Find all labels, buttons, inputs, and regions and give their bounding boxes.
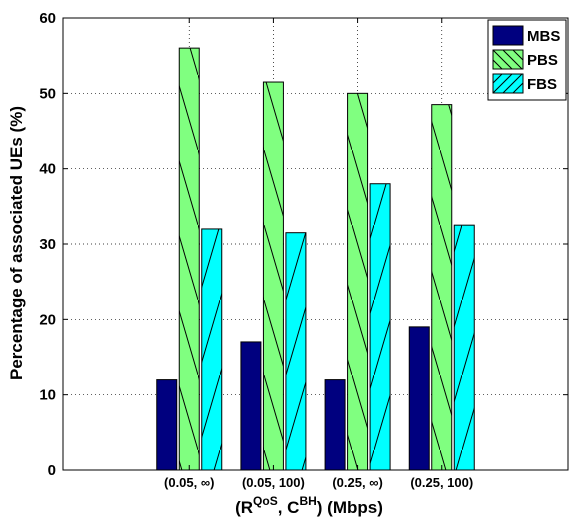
x-axis-title: (RQoS, CBH) (Mbps) — [235, 494, 383, 517]
labels: 0 10 20 30 40 50 60 (0.05, ∞) (0.05, 100) (0.25, … — [39, 10, 473, 490]
bar-hatch-fbs — [454, 225, 475, 470]
legend: MBS PBS FBS — [487, 19, 567, 101]
y-tick-label: 20 — [39, 311, 56, 328]
y-tick-label: 0 — [48, 462, 56, 479]
bar-mbs — [408, 326, 430, 471]
legend-hatch — [512, 50, 523, 61]
y-tick-label: 40 — [39, 161, 56, 178]
y-tick-label: 50 — [39, 85, 56, 102]
x-tick-label: (0.25, 100) — [410, 475, 473, 490]
legend-hatch — [493, 74, 503, 84]
y-tick-label: 30 — [39, 236, 56, 253]
bars — [156, 47, 475, 471]
legend-hatch — [502, 50, 523, 69]
legend-hatch — [493, 50, 513, 69]
y-tick-label: 10 — [39, 387, 56, 404]
y-tick-label: 60 — [39, 10, 56, 27]
bar-mbs — [240, 341, 262, 471]
bar-hatch-pbs — [347, 93, 368, 470]
y-axis-title: Percentage of associated UEs (%) — [7, 106, 26, 380]
bar-hatch-pbs — [263, 82, 284, 471]
legend-hatch — [493, 74, 513, 93]
bar-hatch-pbs — [179, 48, 200, 471]
legend-swatch-mbs — [492, 25, 524, 46]
x-tick-label: (0.05, 100) — [242, 475, 305, 490]
legend-hatch — [502, 74, 523, 93]
legend-label-pbs: PBS — [527, 52, 558, 69]
bar-mbs — [324, 379, 346, 471]
x-tick-label: (0.05, ∞) — [164, 475, 214, 490]
bar-hatch-fbs — [285, 232, 306, 470]
legend-label-mbs: MBS — [527, 28, 560, 45]
legend-hatch — [512, 82, 523, 93]
x-tick-label: (0.25, ∞) — [332, 475, 382, 490]
legend-hatch — [493, 59, 503, 69]
bar-mbs — [156, 379, 178, 471]
ticks — [63, 17, 568, 471]
bar-hatch-fbs — [370, 183, 391, 470]
legend-label-fbs: FBS — [527, 76, 557, 93]
bar-hatch-pbs — [431, 104, 452, 470]
bar-hatch-fbs — [201, 228, 222, 470]
